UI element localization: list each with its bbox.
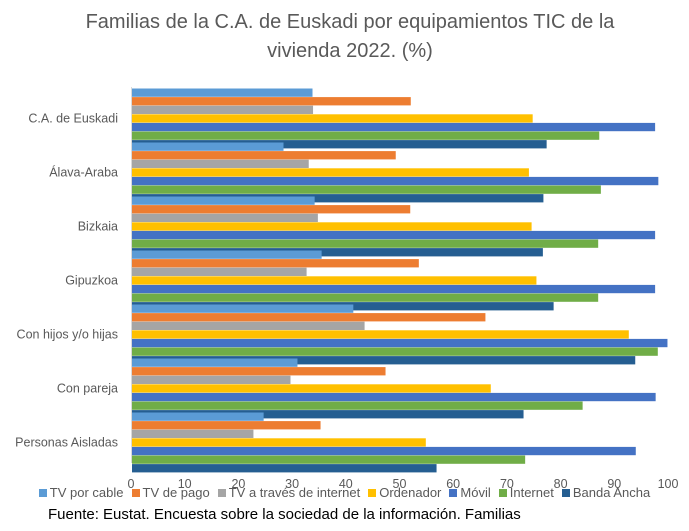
legend: TV por cable TV de pago TV a través de int… xyxy=(0,485,689,500)
legend-item: Internet xyxy=(498,485,554,500)
legend-item: TV por cable xyxy=(38,485,124,500)
legend-label: Banda Ancha xyxy=(572,485,651,500)
category-label: Bizkaia xyxy=(78,220,118,234)
bar-tv-a-trav-s-de-internet-0 xyxy=(132,105,314,114)
legend-label: Ordenador xyxy=(379,485,442,500)
x-tick-label: 90 xyxy=(607,477,621,491)
bar-tv-a-trav-s-de-internet-4 xyxy=(132,321,365,330)
x-tick-label: 50 xyxy=(393,477,407,491)
bar-m-vil-2 xyxy=(132,230,656,240)
legend-swatch xyxy=(449,488,458,497)
bar-ordenador-1 xyxy=(132,168,529,177)
bar-tv-por-cable-0 xyxy=(132,88,313,97)
bar-tv-por-cable-6 xyxy=(132,412,264,421)
bar-tv-a-trav-s-de-internet-5 xyxy=(132,375,291,384)
chart-title-line-2: vivienda 2022. (%) xyxy=(267,40,433,62)
bar-internet-5 xyxy=(132,401,583,410)
source-note: Fuente: Eustat. Encuesta sobre la socied… xyxy=(48,506,521,523)
bar-tv-a-trav-s-de-internet-3 xyxy=(132,267,307,276)
legend-item: Ordenador xyxy=(368,485,441,500)
bar-banda-ancha-6 xyxy=(132,464,437,473)
category-label: Álava-Araba xyxy=(49,165,118,180)
bar-ordenador-6 xyxy=(132,438,426,447)
legend-swatch xyxy=(368,488,377,497)
bar-internet-4 xyxy=(132,347,658,356)
legend-label: Internet xyxy=(509,485,554,500)
x-tick-label: 100 xyxy=(658,477,679,491)
bar-tv-a-trav-s-de-internet-1 xyxy=(132,159,309,168)
legend-swatch xyxy=(38,488,47,497)
legend-item: TV a través de internet xyxy=(217,485,361,500)
bar-internet-1 xyxy=(132,185,601,194)
bar-internet-2 xyxy=(132,239,599,248)
legend-label: TV de pago xyxy=(142,485,210,500)
bar-banda-ancha-4 xyxy=(132,356,636,365)
x-tick-label: 70 xyxy=(500,477,514,491)
legend-swatch xyxy=(498,488,507,497)
legend-item: Móvil xyxy=(449,485,491,500)
bar-banda-ancha-2 xyxy=(132,248,543,257)
x-tick-label: 10 xyxy=(178,477,192,491)
bar-internet-0 xyxy=(132,131,600,140)
chart-title: Familias de la C.A. de Euskadi por equip… xyxy=(60,8,640,66)
legend-item: TV de pago xyxy=(131,485,210,500)
bar-tv-de-pago-0 xyxy=(132,97,411,106)
chart-title-line-1: Familias de la C.A. de Euskadi por equip… xyxy=(85,11,615,33)
x-tick-label: 30 xyxy=(285,477,299,491)
category-label: Con pareja xyxy=(57,382,118,396)
bar-tv-de-pago-5 xyxy=(132,367,386,376)
bar-internet-6 xyxy=(132,455,526,464)
legend-label: TV por cable xyxy=(49,485,124,500)
legend-label: Móvil xyxy=(460,485,491,500)
bar-banda-ancha-1 xyxy=(132,194,544,203)
bar-m-vil-3 xyxy=(132,284,656,294)
x-tick-label: 0 xyxy=(128,477,135,491)
bar-m-vil-4 xyxy=(132,338,668,348)
bar-tv-a-trav-s-de-internet-2 xyxy=(132,213,318,222)
bar-tv-por-cable-4 xyxy=(132,304,354,313)
legend-swatch xyxy=(561,488,570,497)
bar-tv-por-cable-2 xyxy=(132,196,315,205)
bar-ordenador-3 xyxy=(132,276,537,285)
x-tick-label: 20 xyxy=(231,477,245,491)
legend-label: TV a través de internet xyxy=(228,485,361,500)
bar-tv-por-cable-5 xyxy=(132,358,298,367)
bar-internet-3 xyxy=(132,293,599,302)
category-label: Personas Aisladas xyxy=(15,436,118,450)
legend-item: Banda Ancha xyxy=(561,485,651,500)
bar-banda-ancha-5 xyxy=(132,410,524,419)
bar-ordenador-4 xyxy=(132,330,629,339)
bar-tv-de-pago-1 xyxy=(132,151,396,160)
x-tick-label: 60 xyxy=(446,477,460,491)
bar-m-vil-1 xyxy=(132,176,659,186)
bar-ordenador-2 xyxy=(132,222,532,231)
bar-m-vil-0 xyxy=(132,122,656,132)
bar-tv-de-pago-6 xyxy=(132,421,321,430)
bar-banda-ancha-0 xyxy=(132,140,547,149)
category-label: C.A. de Euskadi xyxy=(28,112,118,126)
bar-ordenador-5 xyxy=(132,384,491,393)
bar-tv-de-pago-4 xyxy=(132,313,486,322)
bar-tv-por-cable-3 xyxy=(132,250,322,259)
x-tick-label: 40 xyxy=(339,477,353,491)
legend-swatch xyxy=(131,488,140,497)
bar-m-vil-5 xyxy=(132,392,656,402)
bar-tv-de-pago-2 xyxy=(132,205,411,214)
x-tick-label: 80 xyxy=(554,477,568,491)
bar-ordenador-0 xyxy=(132,114,533,123)
bar-tv-de-pago-3 xyxy=(132,259,419,268)
category-label: Gipuzkoa xyxy=(65,274,118,288)
bar-tv-por-cable-1 xyxy=(132,142,284,151)
bar-m-vil-6 xyxy=(132,446,636,456)
category-label: Con hijos y/o hijas xyxy=(17,328,118,342)
legend-swatch xyxy=(217,488,226,497)
bar-tv-a-trav-s-de-internet-6 xyxy=(132,429,254,438)
